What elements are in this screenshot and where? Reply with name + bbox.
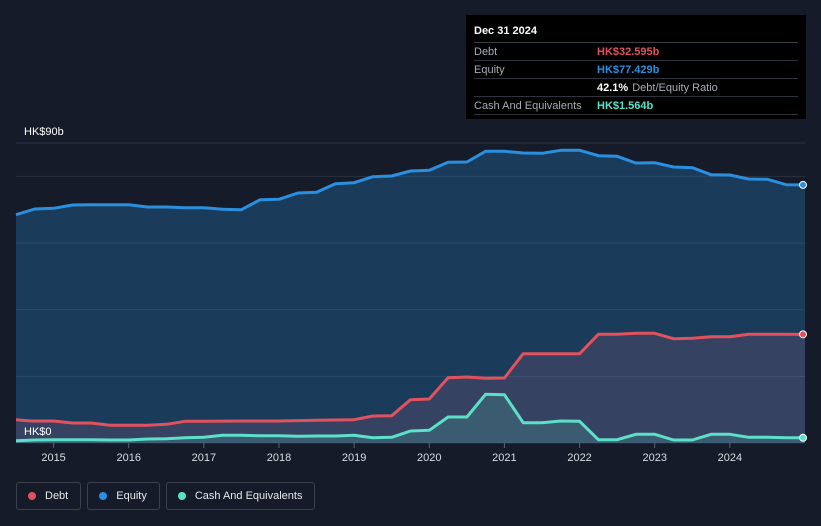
x-tick-label: 2016 [116, 452, 140, 464]
gridlines [16, 142, 805, 444]
tooltip-label: Cash And Equivalents [474, 99, 582, 112]
x-tick-label: 2024 [718, 452, 742, 464]
debt-area [16, 333, 805, 443]
x-tick-label: 2023 [642, 452, 666, 464]
equity-area [16, 150, 805, 444]
x-axis-ticks: 2015 2016 2017 2018 2019 2020 2021 2022 2023 2024 [41, 443, 742, 464]
x-tick-label: 2015 [41, 452, 65, 464]
cash-and-equivalents-endpoint [799, 433, 807, 442]
equity-line [15, 148, 806, 217]
tooltip-value: 42.1% [597, 81, 629, 94]
legend-dot-icon [28, 492, 36, 500]
tooltip-row-cash: Cash And Equivalents HK$1.564b [474, 97, 798, 115]
tooltip-row-debt: Debt HK$32.595b [474, 43, 798, 61]
x-tick-label: 2022 [567, 452, 591, 464]
y-axis-top-label: HK$90b [24, 126, 64, 138]
tooltip-row-ratio: 42.1% Debt/Equity Ratio [474, 79, 798, 97]
tooltip-row-equity: Equity HK$77.429b [474, 61, 798, 79]
tooltip-value: HK$77.429b [597, 63, 660, 76]
x-tick-label: 2021 [492, 452, 516, 464]
x-tick-label: 2019 [342, 452, 366, 464]
legend-dot-icon [177, 492, 186, 500]
series-endpoints [799, 180, 807, 442]
debt-line [15, 331, 806, 427]
x-tick-label: 2017 [192, 452, 216, 464]
debt-endpoint [799, 330, 807, 339]
cash-and-equivalents-line [15, 392, 806, 443]
series-areas [16, 150, 805, 444]
tooltip-value: HK$1.564b [597, 99, 654, 112]
legend-label: Equity [116, 490, 147, 502]
tooltip-value: HK$32.595b [597, 45, 660, 58]
tooltip-date: Dec 31 2024 [474, 25, 798, 43]
x-tick-label: 2018 [267, 452, 291, 464]
series-lines [15, 148, 806, 443]
chart-legend: Debt Equity Cash And Equivalents [16, 482, 316, 510]
tooltip-label: Equity [474, 63, 505, 76]
data-tooltip: Dec 31 2024 Debt HK$32.595b Equity HK$77… [466, 15, 806, 119]
y-axis-bottom-label: HK$0 [24, 426, 52, 438]
legend-item-debt[interactable]: Debt [16, 482, 82, 510]
legend-label: Cash And Equivalents [194, 490, 303, 502]
equity-endpoint [799, 180, 807, 189]
tooltip-suffix: Debt/Equity Ratio [632, 81, 718, 94]
legend-dot-icon [99, 492, 108, 500]
legend-label: Debt [45, 490, 69, 502]
tooltip-label: Debt [474, 45, 498, 58]
x-tick-label: 2020 [417, 452, 441, 464]
legend-item-equity[interactable]: Equity [87, 482, 160, 510]
legend-item-cash[interactable]: Cash And Equivalents [165, 482, 316, 510]
cash-and-equivalents-area [16, 394, 805, 443]
